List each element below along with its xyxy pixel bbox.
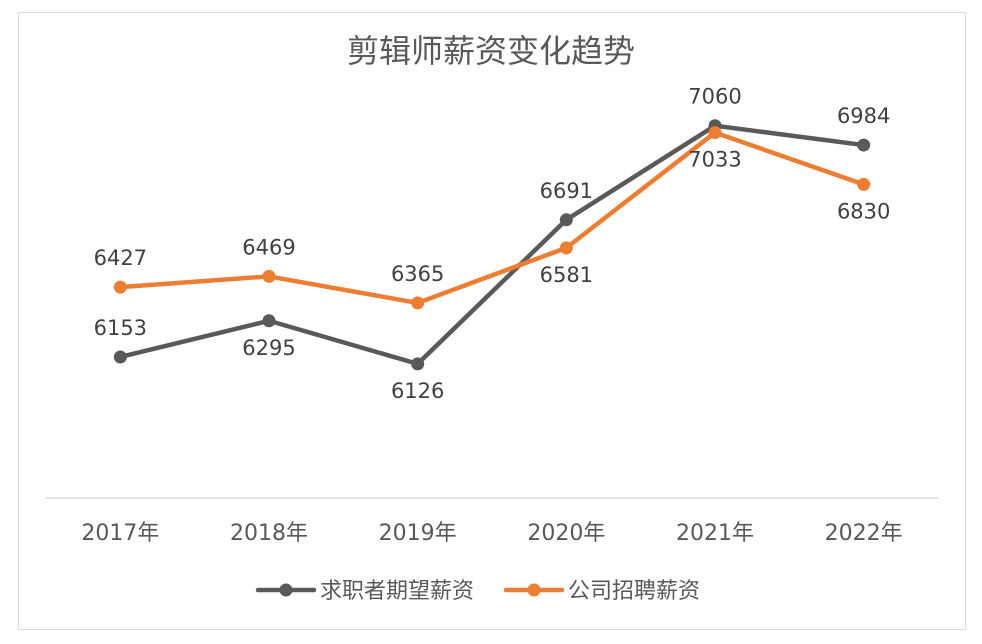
data-point	[857, 138, 871, 152]
data-label: 6365	[391, 262, 444, 286]
data-label: 6469	[242, 235, 295, 259]
series-line	[118, 123, 866, 367]
data-label: 7033	[688, 148, 741, 172]
chart-title: 剪辑师薪资变化趋势	[347, 32, 635, 70]
x-tick-label: 2019年	[379, 521, 457, 546]
data-point	[411, 296, 425, 310]
legend-label: 公司招聘薪资	[568, 579, 700, 604]
data-point	[262, 269, 276, 283]
x-tick-label: 2021年	[676, 521, 754, 546]
series-line	[118, 130, 866, 306]
data-point	[559, 213, 573, 227]
data-label: 6295	[242, 336, 295, 360]
legend: 求职者期望薪资 公司招聘薪资	[255, 579, 700, 604]
x-tick-label: 2018年	[230, 521, 308, 546]
chart-frame	[18, 12, 966, 630]
legend-swatch-marker	[279, 583, 293, 597]
data-label: 6984	[837, 104, 890, 128]
data-point	[262, 314, 276, 328]
data-point	[708, 126, 722, 140]
data-label: 6126	[391, 379, 444, 403]
data-point	[411, 357, 425, 371]
data-point	[113, 350, 127, 364]
plot-area: 2017年 2018年 2019年 2020年 2021年 2022年 6153 6295 61…	[46, 85, 938, 546]
x-tick-label: 2020年	[527, 521, 605, 546]
data-label: 6427	[94, 246, 147, 270]
data-label: 6691	[540, 179, 593, 203]
x-tick-label: 2017年	[81, 521, 159, 546]
data-label: 6830	[837, 199, 890, 223]
legend-label: 求职者期望薪资	[320, 579, 474, 604]
data-point	[113, 280, 127, 294]
data-point	[559, 241, 573, 255]
x-tick-label: 2022年	[825, 521, 903, 546]
data-label: 6153	[94, 316, 147, 340]
data-point	[857, 177, 871, 191]
data-label: 7060	[688, 85, 741, 109]
legend-swatch-marker	[527, 583, 541, 597]
data-label: 6581	[540, 263, 593, 287]
